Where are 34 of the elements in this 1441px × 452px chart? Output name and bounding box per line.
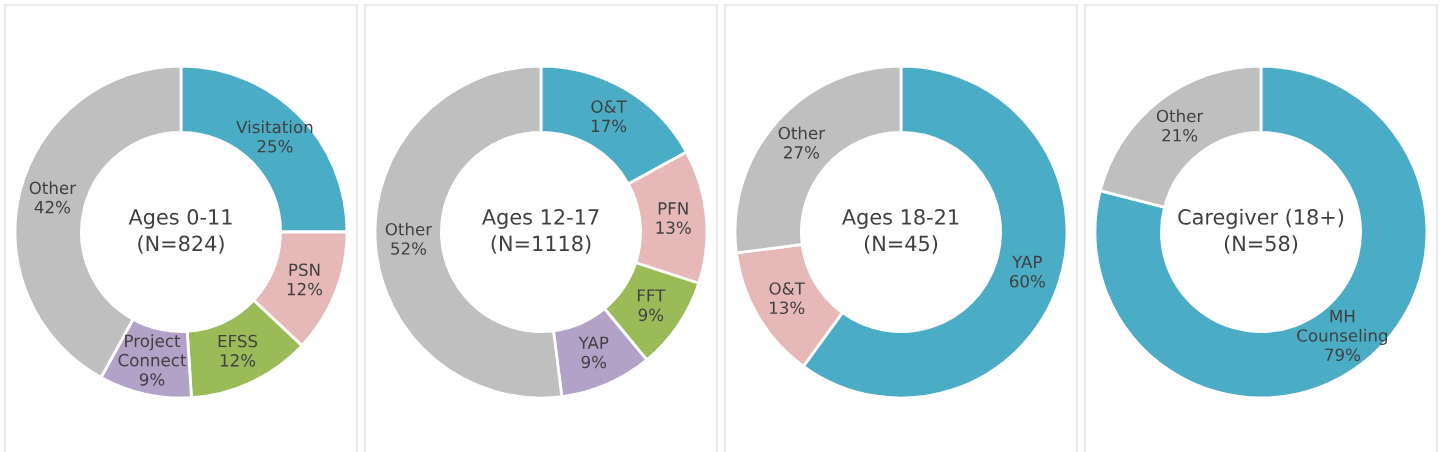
text: Ages 0-11 (N=824) <box>128 209 232 254</box>
slice-label: YAP <box>1012 255 1042 268</box>
slice-label: Other <box>385 222 433 236</box>
data-label: 12% <box>287 282 323 296</box>
data-label: 42% <box>34 200 70 214</box>
slice-label: O&T <box>591 100 627 113</box>
data-label: 9% <box>139 373 165 386</box>
text: Caregiver (18+) (N=58) <box>1178 208 1344 254</box>
data-label: 12% <box>220 354 256 367</box>
data-label: 17% <box>591 119 627 133</box>
data-label: 13% <box>770 301 805 315</box>
slice-label: FFT <box>637 289 666 302</box>
data-label: 9% <box>581 355 607 369</box>
slice-label: EFSS <box>218 334 258 348</box>
data-label: 13% <box>656 221 691 234</box>
data-label: 27% <box>784 146 819 159</box>
donut-slice <box>1093 64 1429 400</box>
slice-label: PSN <box>289 263 320 277</box>
slice-label: MH Counseling <box>1297 310 1388 345</box>
slice-label: PFN <box>658 202 688 215</box>
slice-label: Other <box>778 126 826 140</box>
data-label: 52% <box>391 242 427 255</box>
text: Ages 12-17 (N=1118) <box>482 209 599 254</box>
slice-label: O&T <box>769 282 805 295</box>
text: Ages 18-21 (N=45) <box>842 209 959 254</box>
data-label: 79% <box>1325 348 1360 362</box>
data-label: 25% <box>257 139 293 153</box>
slice-label: YAP <box>578 336 609 349</box>
slice-label: Project Connect <box>118 334 187 367</box>
data-label: 21% <box>1162 128 1198 142</box>
data-label: 9% <box>638 308 664 322</box>
slice-label: Other <box>1156 109 1204 123</box>
slice-label: Other <box>29 181 77 195</box>
data-label: 60% <box>1009 274 1045 288</box>
